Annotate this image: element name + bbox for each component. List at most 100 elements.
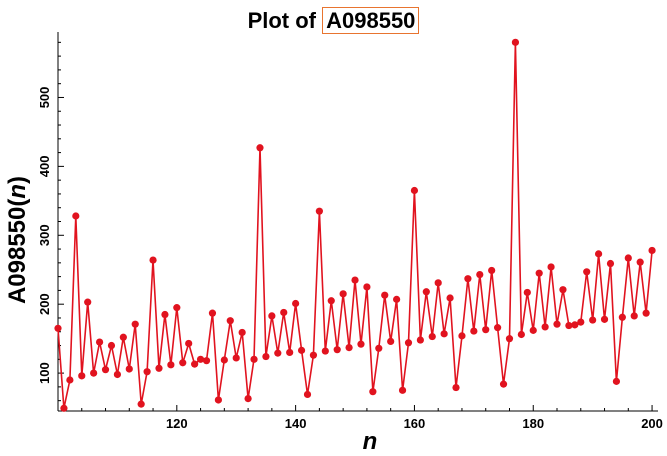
data-point [232, 354, 240, 362]
data-point [476, 270, 484, 279]
data-point [381, 291, 389, 299]
data-point [642, 309, 650, 317]
ticks: 120 140 160 180 200 100 200 300 400 500 [37, 41, 663, 431]
data-point [393, 295, 401, 303]
data-point [262, 352, 270, 361]
data-point [191, 360, 199, 368]
y-axis-label: A098550(n) [4, 175, 31, 305]
data-point [488, 266, 496, 275]
data-point [357, 340, 365, 348]
data-point [256, 144, 264, 152]
data-point [60, 404, 68, 412]
data-point [351, 276, 359, 284]
data-point [244, 394, 252, 403]
data-point [113, 370, 122, 379]
data-point [529, 326, 537, 334]
data-point [583, 268, 591, 276]
data-point [553, 320, 561, 328]
x-tick-label: 120 [166, 416, 188, 431]
y-tick-label: 400 [37, 156, 52, 178]
y-tick-label: 200 [37, 293, 52, 315]
data-point [303, 390, 312, 399]
data-point [345, 344, 353, 352]
data-point [333, 346, 341, 354]
data-point [208, 309, 217, 317]
x-axis-label: n [362, 428, 378, 455]
data-point [446, 294, 454, 302]
data-point [238, 328, 246, 337]
data-point [398, 386, 407, 394]
data-point [119, 333, 127, 341]
data-point [173, 304, 181, 312]
data-point [523, 288, 531, 297]
data-point [101, 366, 110, 374]
data-point [297, 346, 306, 354]
data-point [517, 330, 525, 339]
data-point [84, 298, 92, 306]
data-point [428, 332, 436, 341]
data-point [54, 324, 62, 332]
data-point [541, 323, 549, 331]
data-point [648, 246, 656, 255]
data-point [143, 368, 151, 376]
x-tick-label: 140 [285, 416, 307, 431]
data-point [363, 283, 371, 291]
data-point [315, 207, 323, 215]
data-point [440, 330, 448, 338]
data-point [464, 275, 472, 283]
data-point [458, 332, 466, 340]
data-point [452, 383, 460, 392]
data-point [618, 313, 626, 321]
data-point [505, 335, 514, 343]
data-point [250, 355, 258, 363]
data-point [155, 364, 163, 372]
y-tick-label: 300 [37, 224, 52, 246]
data-point [137, 400, 145, 408]
data-point [577, 318, 585, 326]
data-point [434, 279, 442, 287]
data-point [274, 349, 282, 357]
data-point [327, 297, 335, 305]
data-point [66, 376, 74, 384]
data-point [280, 308, 288, 317]
x-tick-label: 180 [522, 416, 544, 431]
chart-title-sequence-link[interactable]: A098550 [322, 7, 420, 34]
data-point [161, 310, 169, 319]
data-point [565, 321, 573, 330]
data-point [600, 315, 609, 323]
data-point [286, 348, 294, 357]
data-point [202, 357, 211, 365]
y-tick-label: 500 [37, 87, 52, 109]
data-point [410, 186, 419, 195]
x-tick-label: 200 [641, 416, 663, 431]
data-point [470, 327, 478, 335]
data-point [594, 250, 603, 258]
data-point [226, 317, 234, 325]
x-tick-label: 160 [404, 416, 426, 431]
data-point [612, 377, 621, 385]
data-point [482, 326, 490, 334]
data-point [375, 344, 383, 352]
data-point [321, 347, 329, 355]
data-point [220, 356, 228, 364]
data-point [95, 338, 104, 346]
data-point [559, 286, 567, 294]
data-point [268, 312, 276, 320]
data-point [292, 299, 300, 308]
data-point [179, 359, 187, 367]
data-point [416, 336, 424, 344]
data-point [90, 369, 98, 377]
data-point [196, 355, 205, 363]
data-point [636, 258, 644, 266]
data-point [535, 269, 543, 277]
data-point [72, 212, 80, 220]
data-point [624, 254, 632, 262]
data-point [78, 372, 86, 380]
data-point [571, 321, 579, 329]
data-point [125, 365, 133, 373]
data-point [131, 320, 139, 328]
data-point [339, 290, 347, 298]
data-point [107, 341, 116, 350]
